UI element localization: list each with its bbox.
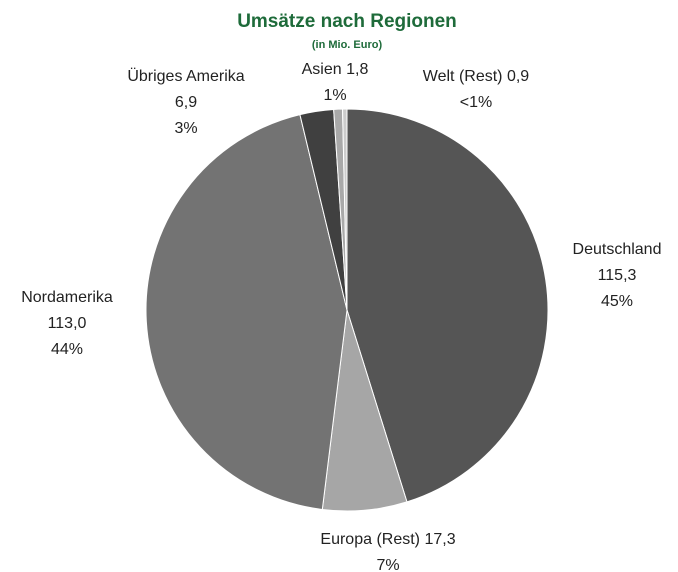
pie-slice xyxy=(346,108,549,503)
pie-slice xyxy=(145,113,348,511)
slice-label: 7% xyxy=(376,557,399,572)
pie-slice xyxy=(342,108,348,311)
slice-value: 0,9 xyxy=(507,68,529,85)
slice-label: 113,0 xyxy=(48,315,87,332)
slice-label: 6,9 xyxy=(175,94,197,111)
slice-percent: 3% xyxy=(174,120,197,137)
slice-label: Europa (Rest) 17,3 xyxy=(320,531,455,548)
chart-title: Umsätze nach Regionen xyxy=(237,11,457,32)
slice-value: 17,3 xyxy=(424,531,455,548)
slice-label: 44% xyxy=(51,341,83,358)
slice-percent: <1% xyxy=(460,94,492,111)
chart-subtitle: (in Mio. Euro) xyxy=(312,39,383,51)
slice-name: Welt (Rest) xyxy=(423,68,503,85)
slice-label: Deutschland xyxy=(573,241,662,258)
slice-name: Asien xyxy=(302,61,342,78)
slice-name: Übriges Amerika xyxy=(127,67,244,85)
slice-label: Asien 1,8 xyxy=(302,61,369,78)
slice-percent: 44% xyxy=(51,341,83,358)
slice-label: Welt (Rest) 0,9 xyxy=(423,68,530,85)
slice-label: <1% xyxy=(460,94,492,111)
slice-label: 3% xyxy=(174,120,197,137)
slice-name: Europa (Rest) xyxy=(320,531,420,548)
slice-label: 1% xyxy=(323,87,346,104)
slice-name: Deutschland xyxy=(573,241,662,258)
slice-label: Übriges Amerika xyxy=(127,67,244,85)
slice-value: 113,0 xyxy=(48,315,87,332)
slice-name: Nordamerika xyxy=(21,289,113,306)
slice-label: 45% xyxy=(601,293,633,310)
slice-value: 6,9 xyxy=(175,94,197,111)
slice-value: 1,8 xyxy=(346,61,368,78)
slice-percent: 45% xyxy=(601,293,633,310)
slice-percent: 1% xyxy=(323,87,346,104)
slice-percent: 7% xyxy=(376,557,399,572)
slice-value: 115,3 xyxy=(598,267,637,284)
slice-label: Nordamerika xyxy=(21,289,113,306)
slice-label: 115,3 xyxy=(598,267,637,284)
